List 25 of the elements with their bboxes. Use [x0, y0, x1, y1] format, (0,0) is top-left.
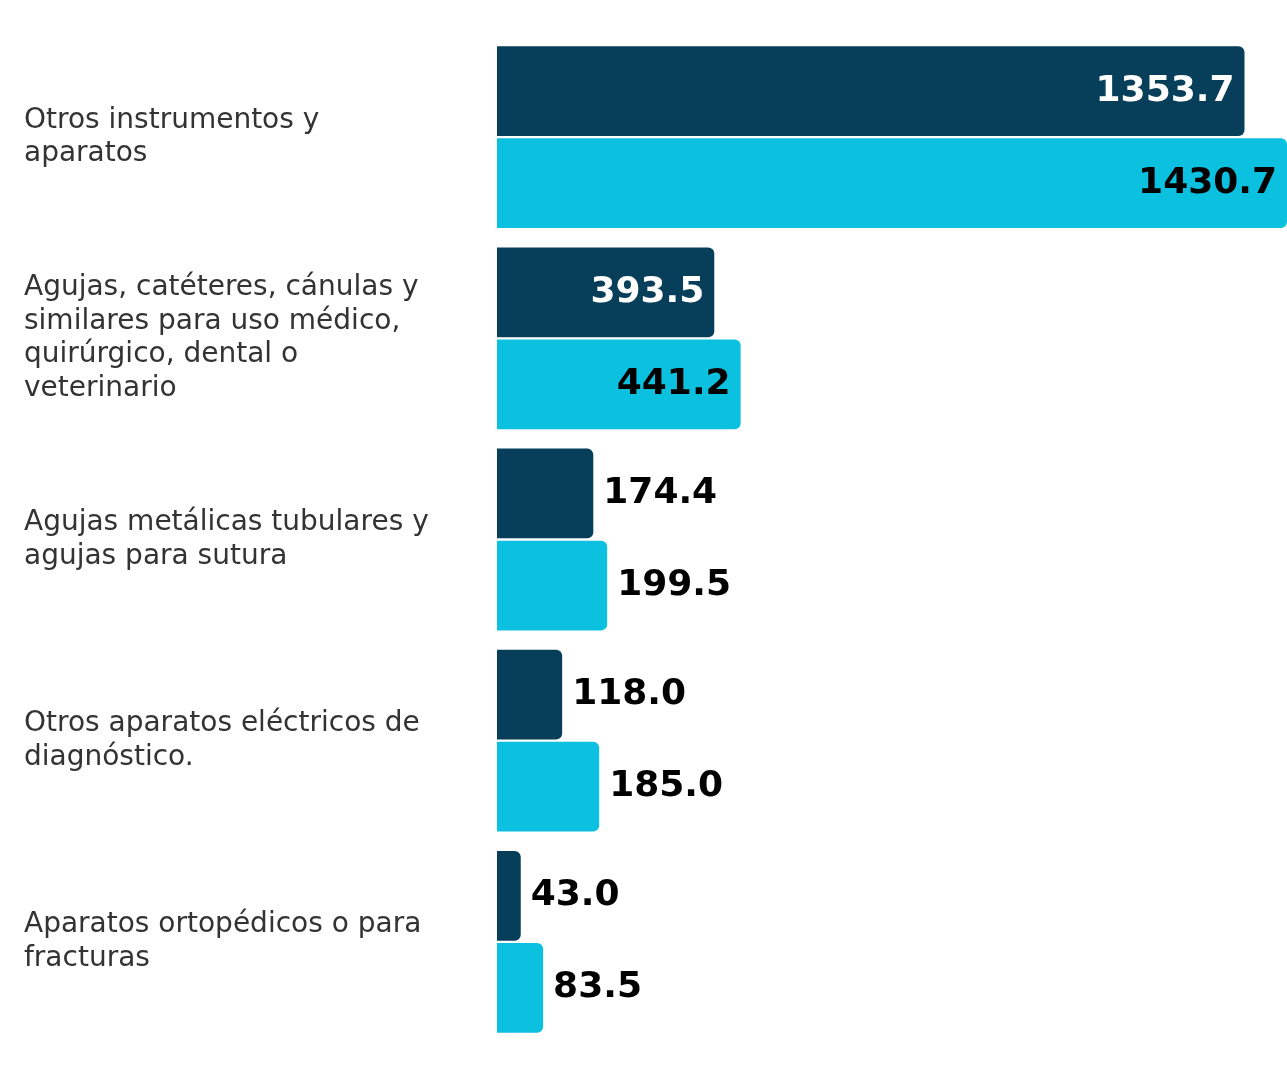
data-label: 43.0	[530, 872, 620, 914]
data-label: 199.5	[617, 561, 732, 603]
bar	[497, 46, 1245, 137]
data-label: 118.0	[572, 671, 687, 712]
bar	[497, 448, 594, 539]
y-tick-label: Agujas, catéteres, cánulas y similares para uso médico, quirúrgico, dental o veterinario	[24, 269, 419, 404]
data-label: 83.5	[553, 964, 642, 1006]
bar	[497, 741, 600, 832]
data-label: 185.0	[609, 763, 724, 805]
data-label: 174.4	[603, 469, 718, 511]
data-label: 393.5	[590, 268, 705, 310]
y-tick-label: Aparatos ortopédicos o para fracturas	[24, 906, 422, 973]
bar	[497, 850, 521, 941]
data-label: 1430.7	[1138, 159, 1277, 201]
y-tick-label: Agujas metálicas tubulares y agujas para sutura	[24, 503, 429, 571]
bar	[497, 247, 715, 338]
bar	[497, 138, 1287, 229]
bar	[497, 942, 544, 1033]
data-label: 1353.7	[1095, 67, 1235, 109]
bar	[497, 649, 563, 740]
y-tick-label: Otros instrumentos y aparatos	[24, 101, 320, 169]
y-tick-label: Otros aparatos eléctricos de diagnóstico.	[24, 705, 420, 772]
data-label: 441.2	[616, 360, 731, 402]
bar	[497, 339, 741, 430]
bar	[497, 540, 608, 631]
